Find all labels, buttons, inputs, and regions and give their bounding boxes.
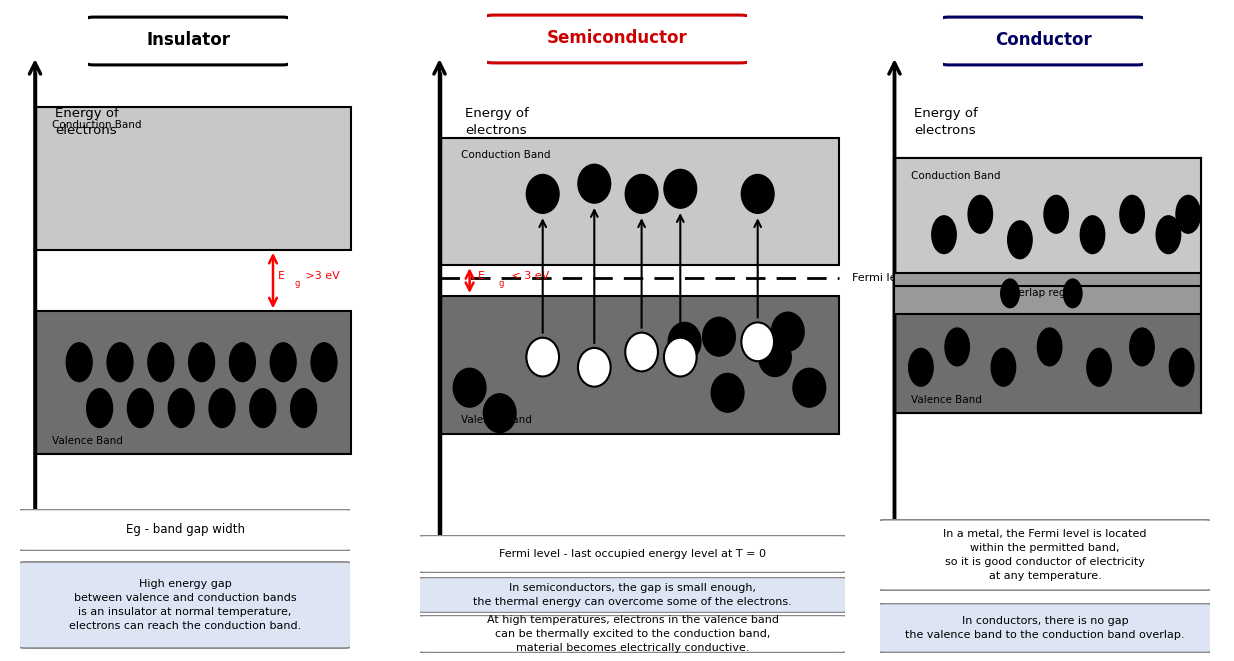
Text: Fermi level: Fermi level [853, 273, 913, 283]
Bar [895, 158, 1202, 413]
Circle shape [311, 343, 337, 381]
Circle shape [527, 338, 559, 377]
Circle shape [759, 338, 791, 377]
Circle shape [1080, 216, 1104, 254]
Circle shape [1176, 196, 1201, 233]
Text: g: g [294, 279, 300, 288]
Text: In semiconductors, the gap is small enough,
the thermal energy can overcome some: In semiconductors, the gap is small enou… [473, 583, 792, 607]
Text: High energy gap
between valence and conduction bands
is an insulator at normal t: High energy gap between valence and cond… [69, 579, 301, 631]
Circle shape [1064, 279, 1082, 307]
Bar [439, 296, 839, 434]
Circle shape [578, 348, 611, 387]
Circle shape [1001, 279, 1019, 307]
FancyBboxPatch shape [876, 603, 1213, 652]
Circle shape [484, 394, 516, 432]
Circle shape [578, 165, 611, 203]
Circle shape [1120, 196, 1144, 233]
Circle shape [107, 343, 133, 381]
Circle shape [1170, 348, 1193, 386]
Bar [35, 107, 352, 250]
Circle shape [127, 389, 153, 428]
Circle shape [1044, 196, 1069, 233]
Circle shape [230, 343, 255, 381]
Circle shape [626, 332, 658, 371]
Circle shape [1038, 328, 1061, 366]
FancyBboxPatch shape [942, 17, 1145, 65]
Circle shape [1008, 221, 1032, 258]
Text: Insulator: Insulator [146, 31, 230, 49]
Bar [895, 273, 1202, 314]
Text: Conduction Band: Conduction Band [462, 150, 550, 160]
Circle shape [932, 216, 956, 254]
Circle shape [742, 175, 774, 214]
Circle shape [453, 368, 486, 407]
Text: Semiconductor: Semiconductor [547, 29, 687, 47]
Text: Fermi level - last occupied energy level at T = 0: Fermi level - last occupied energy level… [499, 549, 766, 559]
Circle shape [527, 175, 559, 214]
Text: Overlap region: Overlap region [1004, 288, 1082, 298]
Circle shape [67, 343, 93, 381]
Text: < 3 eV: < 3 eV [508, 270, 549, 280]
Circle shape [1087, 348, 1112, 386]
Bar [895, 158, 1202, 286]
Bar [35, 311, 352, 454]
Circle shape [86, 389, 112, 428]
FancyBboxPatch shape [416, 577, 849, 613]
Text: Valence Band: Valence Band [911, 395, 982, 405]
Circle shape [270, 343, 296, 381]
Circle shape [168, 389, 194, 428]
Text: Energy of
electrons: Energy of electrons [914, 107, 979, 137]
Text: In conductors, there is no gap
the valence band to the conduction band overlap.: In conductors, there is no gap the valen… [906, 616, 1185, 640]
Text: Energy of
electrons: Energy of electrons [465, 107, 529, 137]
Circle shape [1156, 216, 1181, 254]
Circle shape [991, 348, 1016, 386]
Circle shape [626, 175, 658, 214]
Text: Conduction Band: Conduction Band [911, 171, 1001, 180]
FancyBboxPatch shape [416, 615, 849, 652]
Text: Eg - band gap width: Eg - band gap width [126, 524, 244, 537]
Text: At high temperatures, electrons in the valence band
can be thermally excited to : At high temperatures, electrons in the v… [486, 615, 779, 653]
Circle shape [148, 343, 174, 381]
Text: Conductor: Conductor [995, 31, 1091, 49]
Circle shape [291, 389, 316, 428]
Circle shape [711, 373, 744, 412]
Circle shape [969, 196, 992, 233]
Circle shape [702, 317, 735, 356]
Circle shape [249, 389, 275, 428]
Circle shape [664, 169, 697, 208]
FancyBboxPatch shape [86, 17, 290, 65]
Circle shape [664, 338, 697, 377]
Text: >3 eV: >3 eV [302, 270, 339, 280]
Circle shape [771, 312, 805, 351]
Text: E: E [278, 270, 285, 280]
Text: Energy of
electrons: Energy of electrons [56, 107, 120, 137]
Circle shape [669, 323, 701, 361]
Circle shape [209, 389, 234, 428]
FancyBboxPatch shape [17, 510, 353, 551]
Circle shape [189, 343, 215, 381]
Circle shape [945, 328, 970, 366]
Text: g: g [499, 279, 503, 288]
Circle shape [908, 348, 933, 386]
Text: E: E [479, 270, 485, 280]
Bar [895, 296, 1202, 413]
Text: Valence Band: Valence Band [52, 436, 123, 446]
FancyBboxPatch shape [17, 562, 353, 648]
FancyBboxPatch shape [416, 535, 849, 572]
FancyBboxPatch shape [485, 15, 749, 63]
Text: Valence Band: Valence Band [462, 415, 532, 426]
Circle shape [1130, 328, 1154, 366]
Bar [439, 137, 839, 265]
Circle shape [793, 368, 826, 407]
Circle shape [742, 323, 774, 361]
Text: In a metal, the Fermi level is located
within the permitted band,
so it is good : In a metal, the Fermi level is located w… [943, 529, 1146, 581]
Text: Conduction Band: Conduction Band [52, 120, 142, 130]
FancyBboxPatch shape [876, 520, 1213, 590]
